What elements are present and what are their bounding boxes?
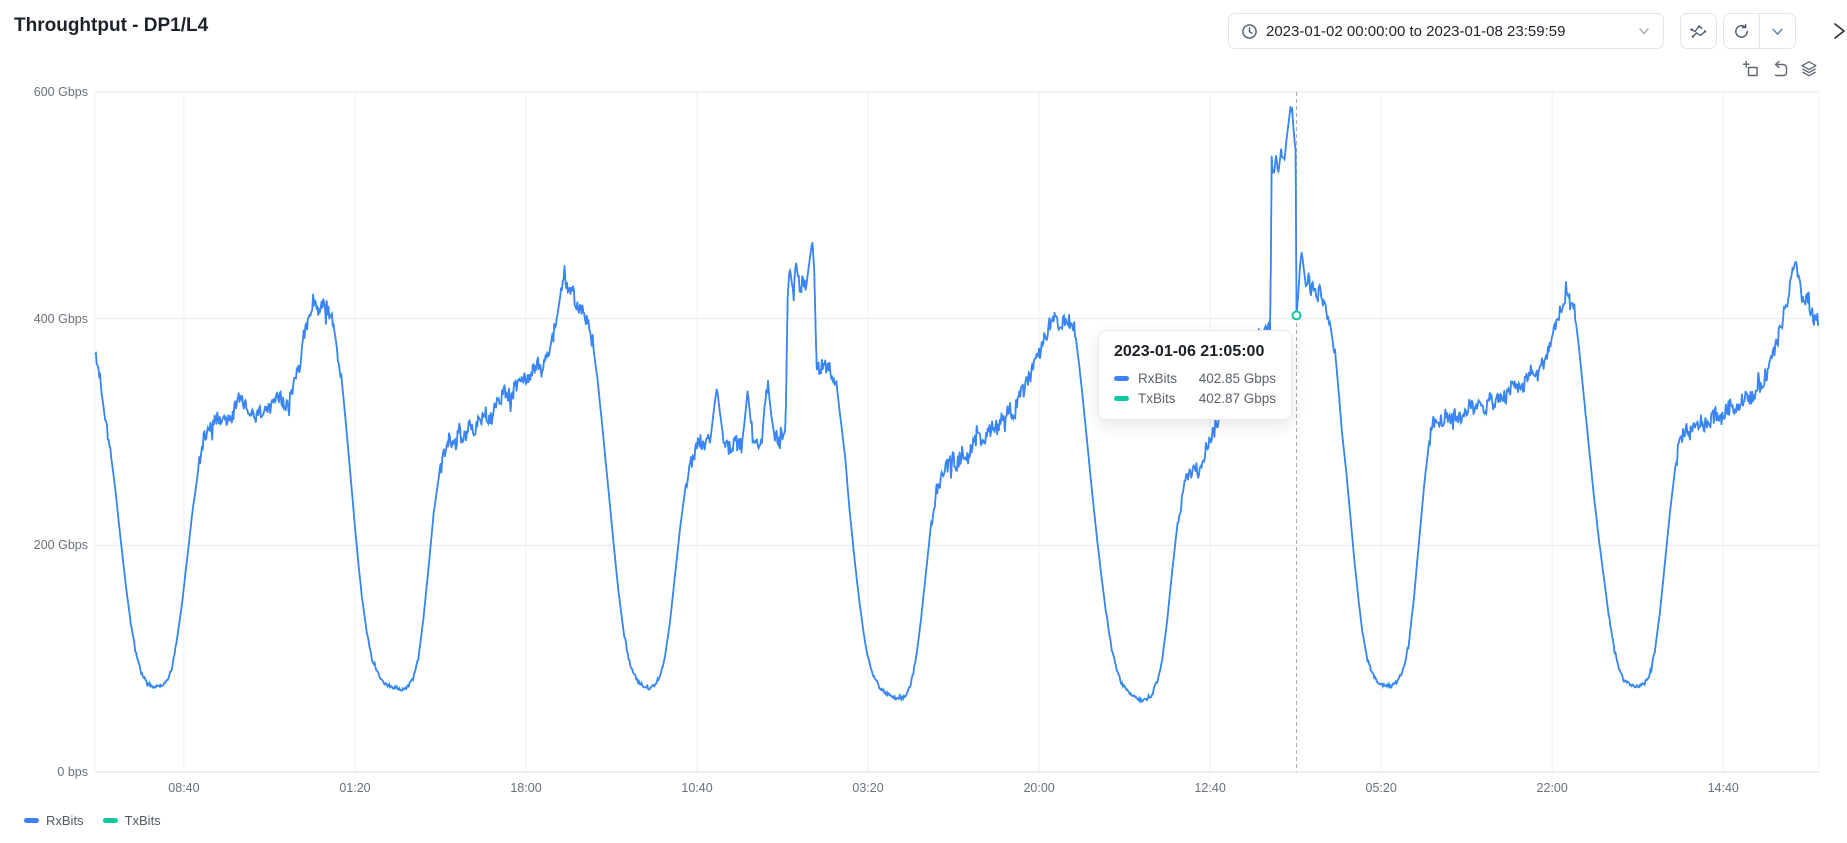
x-axis-label: 14:40	[1707, 781, 1739, 795]
legend-label: TxBits	[124, 813, 161, 828]
clock-icon	[1242, 23, 1257, 39]
expand-panel-button[interactable]	[1830, 20, 1847, 42]
refresh-button-group	[1723, 13, 1796, 49]
x-axis-label: 05:20	[1365, 781, 1397, 795]
refresh-interval-dropdown[interactable]	[1759, 14, 1795, 48]
time-range-picker[interactable]: 2023-01-02 00:00:00 to 2023-01-08 23:59:…	[1228, 13, 1664, 49]
box-zoom-button[interactable]	[1742, 60, 1760, 78]
chart-tooltip: 2023-01-06 21:05:00 RxBits 402.85 Gbps T…	[1098, 330, 1292, 420]
y-axis-label: 200 Gbps	[33, 538, 88, 553]
tooltip-title: 2023-01-06 21:05:00	[1114, 343, 1265, 360]
chevron-down-icon	[1772, 28, 1783, 35]
x-axis-label: 10:40	[681, 781, 713, 795]
tooltip-row-rxbits: RxBits 402.85 Gbps	[1114, 368, 1276, 388]
time-range-label: 2023-01-02 00:00:00 to 2023-01-08 23:59:…	[1266, 22, 1566, 40]
tooltip-series-name: TxBits	[1138, 390, 1176, 406]
chart-toolbox	[1742, 60, 1818, 78]
x-axis-label: 03:20	[852, 781, 884, 795]
x-axis-label: 18:00	[510, 781, 542, 795]
chevron-down-icon	[1639, 28, 1649, 35]
refresh-button[interactable]	[1724, 14, 1759, 48]
y-axis-label: 600 Gbps	[33, 85, 88, 99]
x-axis-label: 20:00	[1023, 781, 1055, 795]
zoom-restore-button[interactable]	[1771, 60, 1789, 78]
layers-icon	[1801, 61, 1817, 77]
chevron-right-icon	[1834, 23, 1845, 39]
legend-label: RxBits	[46, 813, 84, 828]
x-axis-label: 22:00	[1536, 781, 1568, 795]
tooltip-row-txbits: TxBits 402.87 Gbps	[1114, 388, 1276, 408]
layers-button[interactable]	[1800, 60, 1818, 78]
x-axis-label: 08:40	[168, 781, 200, 795]
legend-item-txbits[interactable]: TxBits	[102, 813, 161, 828]
hover-point-marker	[1291, 310, 1302, 321]
tooltip-series-value: 402.87 Gbps	[1198, 390, 1276, 406]
y-axis-label: 400 Gbps	[33, 311, 88, 326]
y-axis-label: 0 bps	[57, 765, 88, 779]
rxbits-line	[94, 105, 1820, 703]
txbits-series-marker	[1114, 395, 1129, 401]
txbits-line	[94, 105, 1820, 705]
page-title: Throughtput - DP1/L4	[14, 15, 209, 36]
line-chart-icon	[1690, 24, 1707, 38]
tooltip-series-name: RxBits	[1138, 370, 1178, 386]
refresh-icon	[1735, 23, 1748, 38]
trend-style-button[interactable]	[1680, 13, 1717, 49]
zoom-restore-icon	[1774, 60, 1788, 77]
legend-item-rxbits[interactable]: RxBits	[24, 813, 84, 828]
box-zoom-icon	[1742, 60, 1758, 77]
chart-legend: RxBits TxBits	[24, 813, 161, 828]
rxbits-legend-marker	[24, 818, 39, 823]
x-axis-label: 12:40	[1194, 781, 1226, 795]
x-axis-label: 01:20	[339, 781, 371, 795]
txbits-legend-marker	[102, 818, 118, 823]
rxbits-series-marker	[1114, 375, 1129, 381]
tooltip-series-value: 402.85 Gbps	[1198, 370, 1276, 386]
